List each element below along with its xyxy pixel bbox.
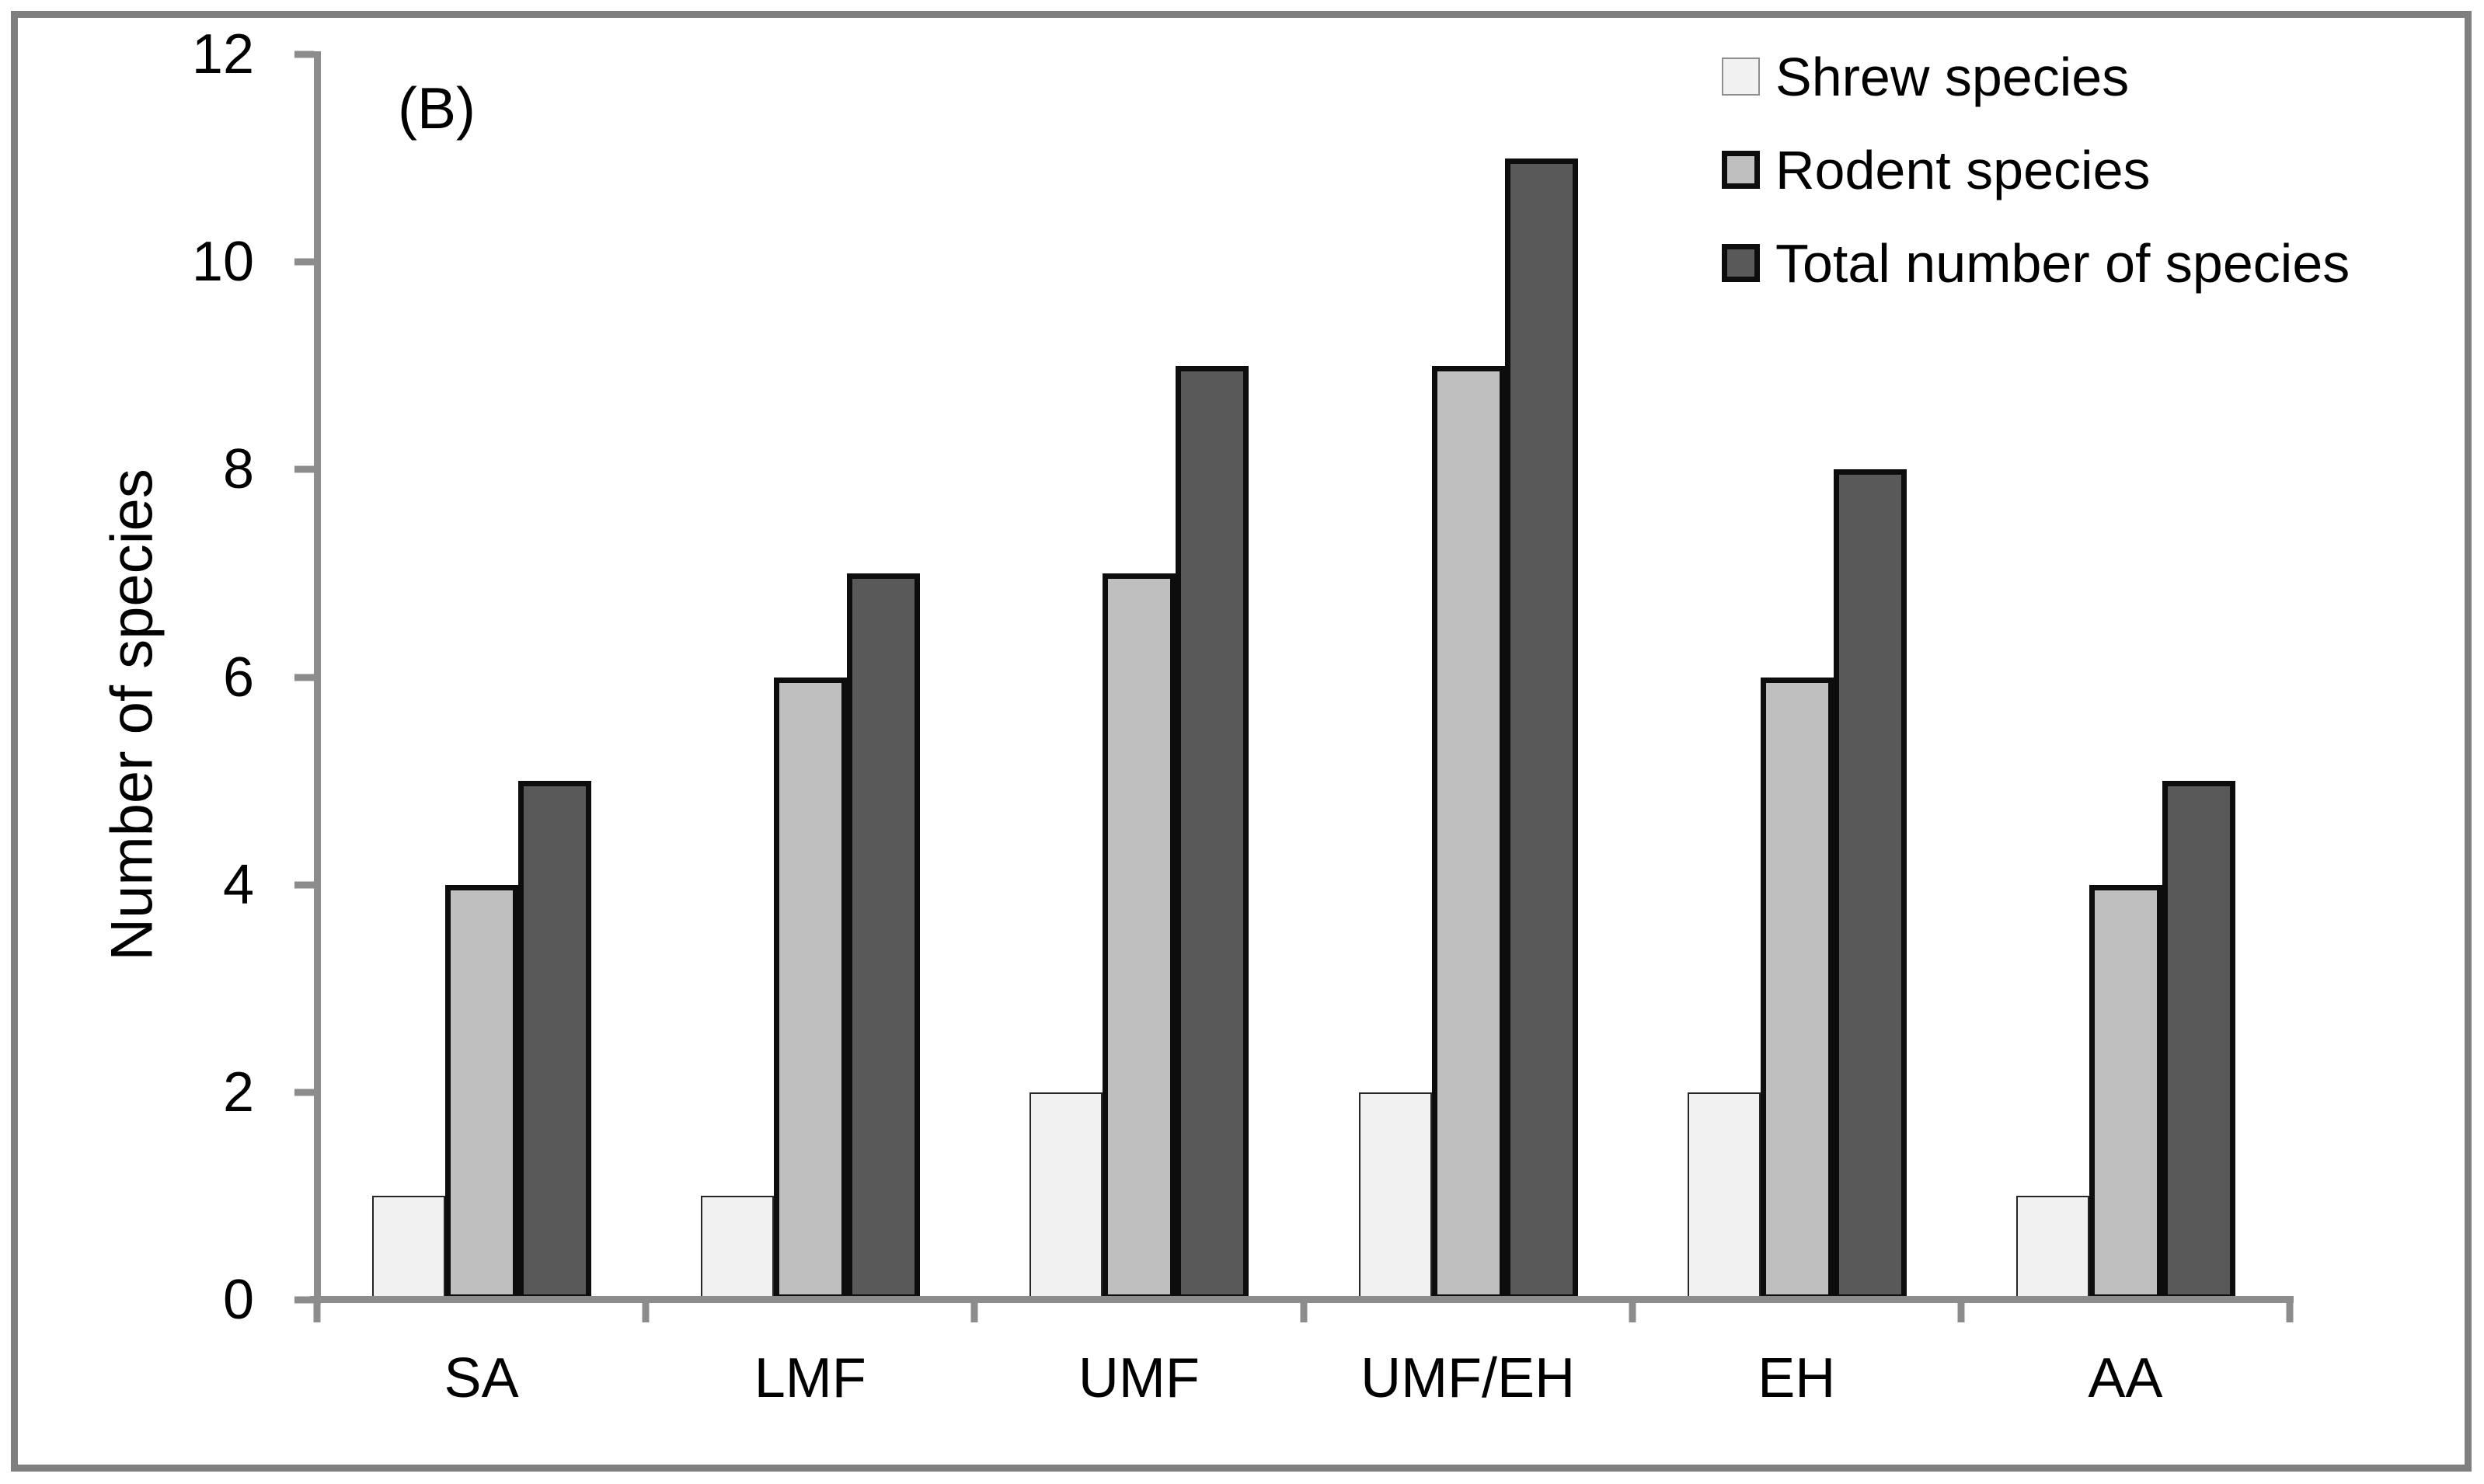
bar-AA-total-number-of-species [2162,781,2235,1300]
bar-UMF-total-number-of-species [1176,365,1249,1300]
y-tick-label-12: 12 [191,23,254,85]
bar-LMF-total-number-of-species [847,573,921,1300]
x-tick-1 [642,1297,650,1322]
y-tick-2 [294,1089,314,1096]
bar-LMF-shrew-species [701,1196,775,1300]
panel-label: (B) [398,75,476,141]
x-category-label-LMF: LMF [754,1347,866,1409]
y-tick-0 [294,1296,314,1304]
y-tick-label-4: 4 [222,853,254,916]
bar-group-AA [1961,54,2290,1300]
legend-row-shrew-species: Shrew species [1722,50,2350,104]
bar-LMF-rodent-species [774,677,848,1300]
x-tick-4 [1629,1297,1636,1322]
x-category-label-AA: AA [2088,1347,2163,1409]
y-tick-12 [294,51,314,58]
y-tick-8 [294,465,314,473]
bar-group-UMF [974,54,1303,1300]
y-tick-label-0: 0 [222,1269,254,1331]
x-category-label-UMF: UMF [1078,1347,1200,1409]
legend-label: Rodent species [1775,139,2151,200]
legend-marker-icon [1722,244,1760,282]
legend-label: Shrew species [1775,46,2130,107]
y-axis-line [314,51,321,1304]
bar-SA-rodent-species [445,884,518,1300]
bar-SA-shrew-species [372,1196,445,1300]
legend: Shrew species Rodent species Total number … [1722,50,2350,337]
bar-SA-total-number-of-species [518,781,591,1300]
legend-label: Total number of species [1775,232,2350,294]
bar-group-SA [317,54,646,1300]
x-category-label-EH: EH [1758,1347,1836,1409]
legend-row-rodent-species: Rodent species [1722,143,2350,197]
x-tick-5 [1957,1297,1965,1322]
bar-EH-total-number-of-species [1833,469,1907,1300]
x-category-label-SA: SA [444,1347,519,1409]
legend-marker-icon [1722,57,1760,96]
x-tick-3 [1300,1297,1307,1322]
plot-area: 0 2 4 6 8 10 12 SA LMF UMF UMF/EH EH AA [192,26,2294,1409]
y-tick-label-8: 8 [222,438,254,501]
y-tick-10 [294,258,314,266]
bar-group-LMF [646,54,974,1300]
y-tick-label-6: 6 [222,646,254,709]
y-tick-4 [294,881,314,889]
bar-UMF/EH-shrew-species [1358,1092,1432,1300]
x-tick-2 [970,1297,978,1322]
y-tick-label-10: 10 [191,231,254,294]
bar-group-EH [1632,54,1961,1300]
bar-UMF/EH-rodent-species [1431,365,1505,1300]
bar-UMF-rodent-species [1103,573,1176,1300]
legend-marker-icon [1722,151,1760,189]
x-axis-line [310,1296,2294,1303]
x-tick-0 [313,1297,321,1322]
y-tick-6 [294,674,314,681]
bar-EH-shrew-species [1687,1092,1761,1300]
legend-row-total-number-of-species: Total number of species [1722,236,2350,291]
bar-AA-rodent-species [2089,884,2162,1300]
bar-group-UMF/EH [1304,54,1632,1300]
bar-AA-shrew-species [2015,1196,2089,1300]
x-tick-6 [2286,1297,2294,1322]
y-tick-label-2: 2 [222,1061,254,1123]
x-category-label-UMF/EH: UMF/EH [1360,1347,1576,1409]
bar-EH-rodent-species [1760,677,1834,1300]
bar-UMF/EH-total-number-of-species [1504,158,1578,1300]
bar-UMF-shrew-species [1029,1092,1103,1300]
